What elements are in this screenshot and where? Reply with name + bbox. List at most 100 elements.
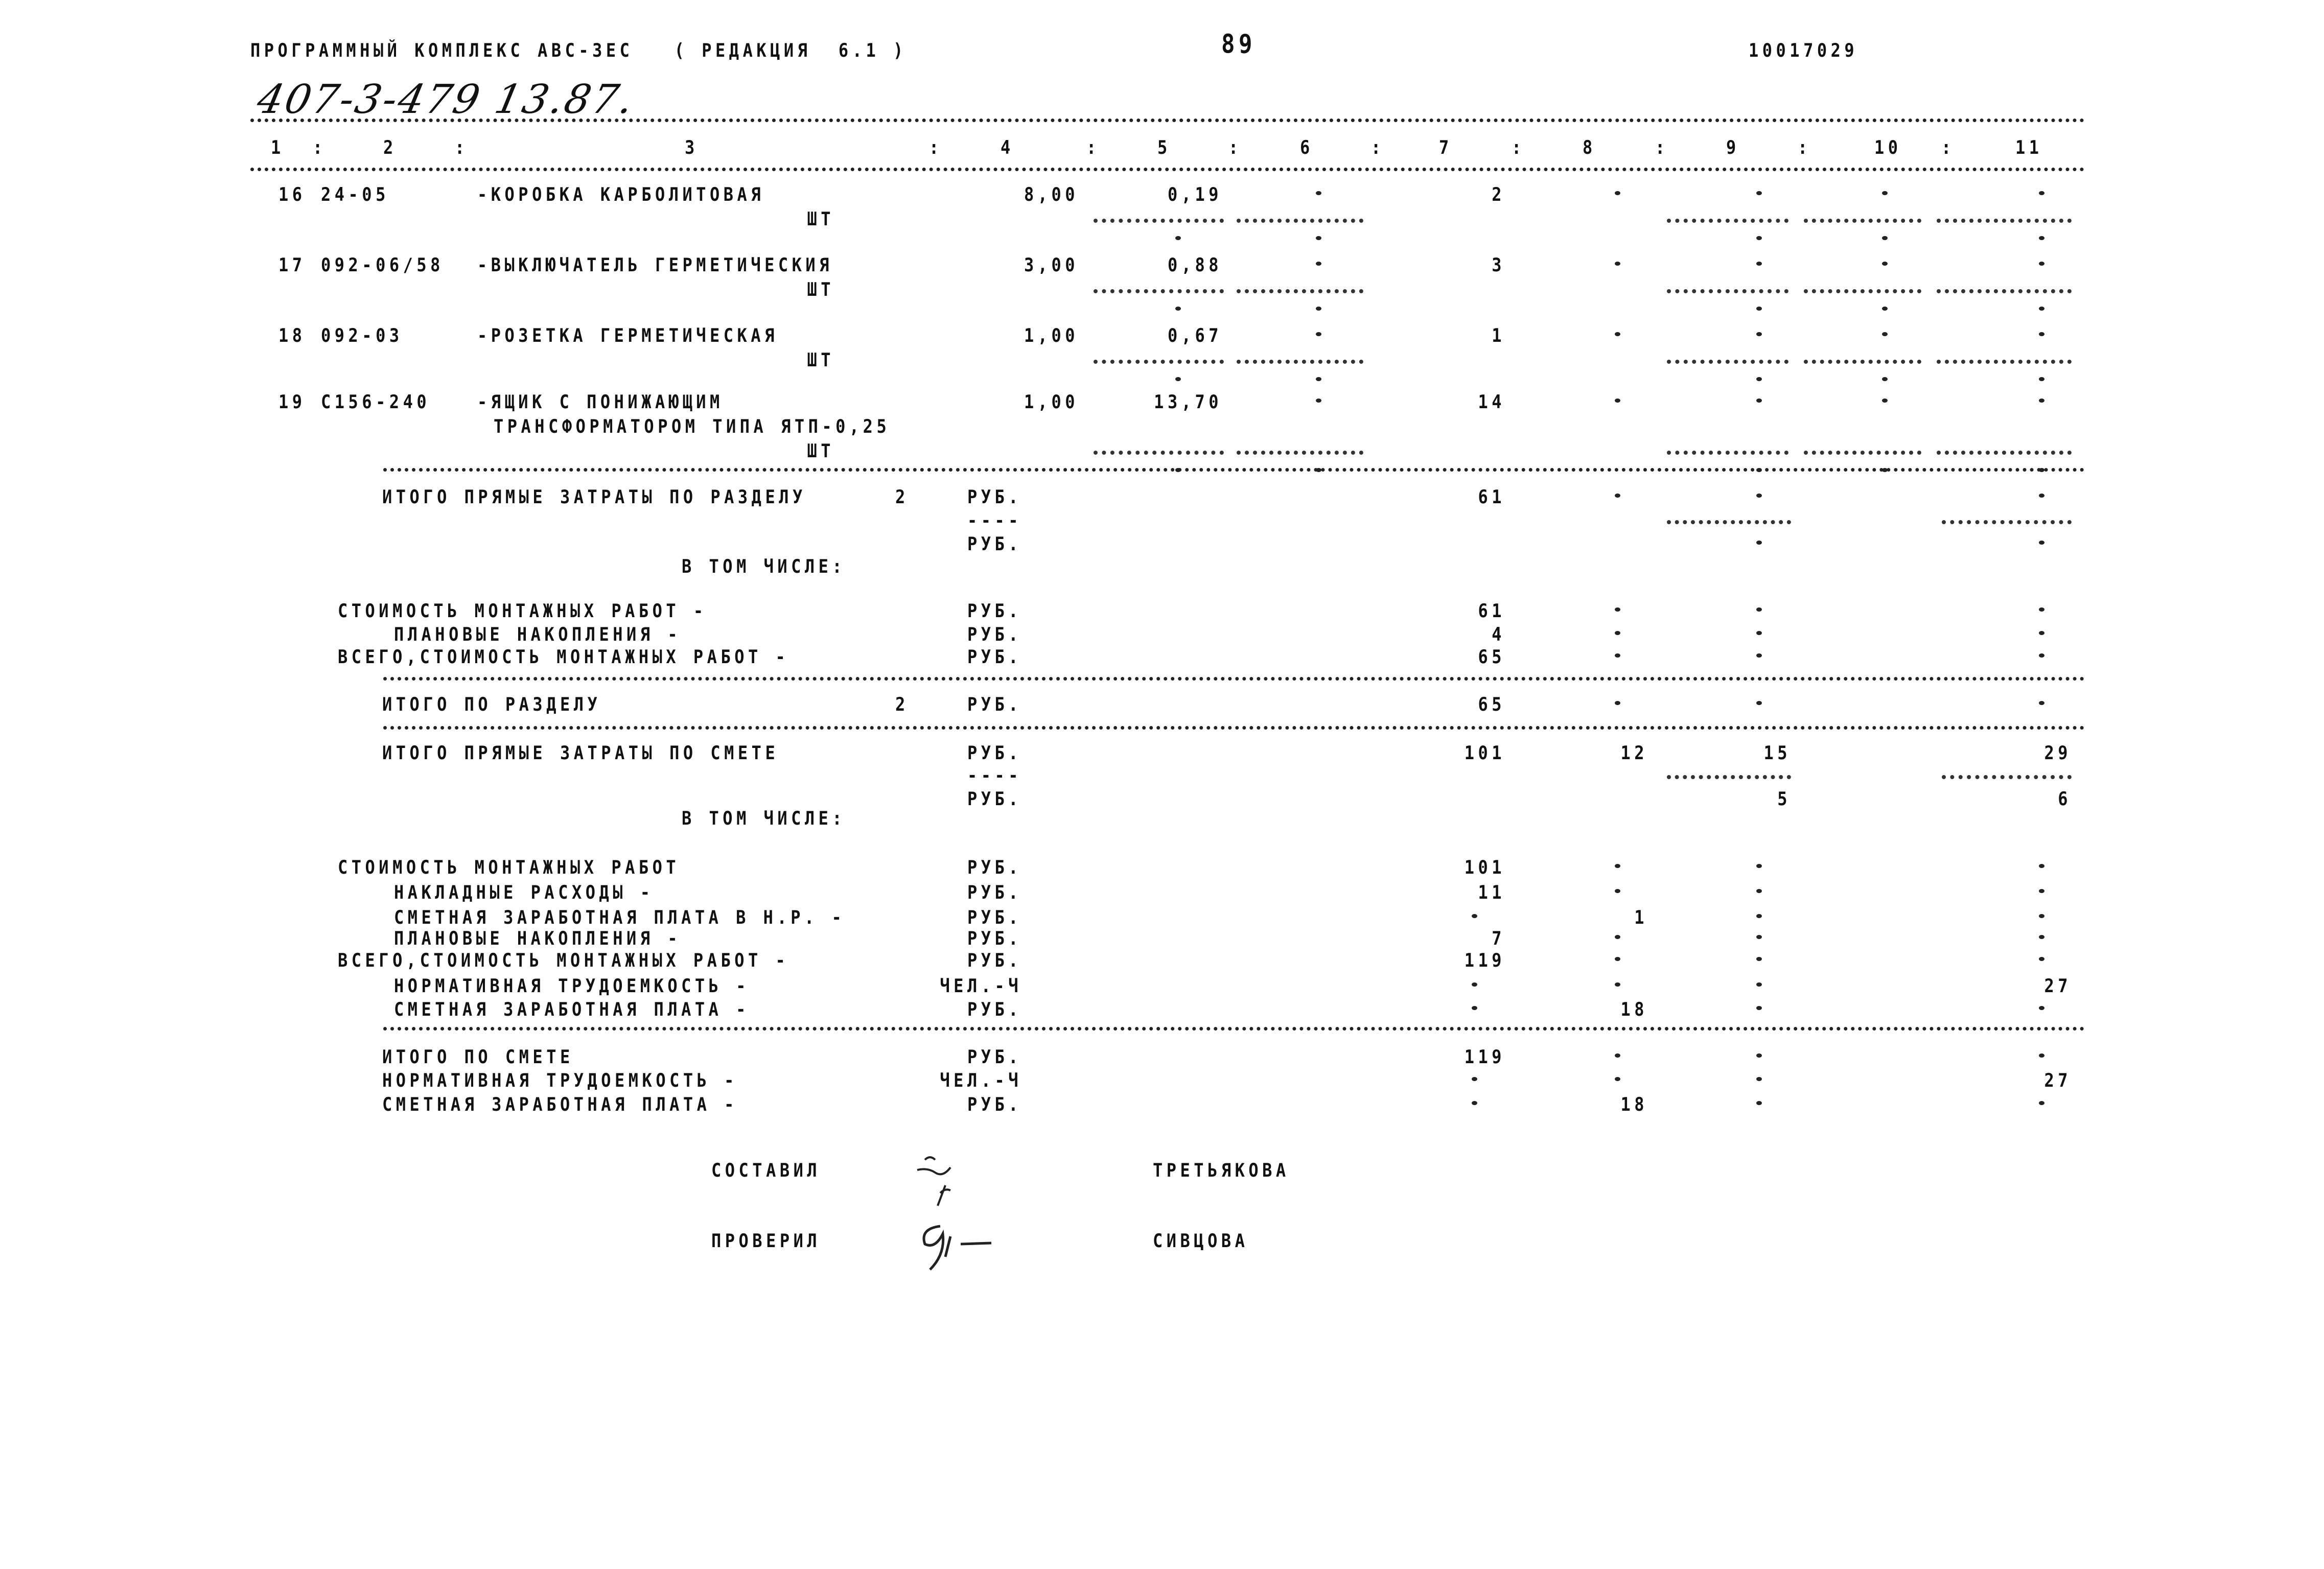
item-code: 092-06/58 <box>321 253 444 276</box>
zero-dash: - <box>1615 1077 1620 1081</box>
zero-dash: - <box>1615 653 1620 658</box>
summary-label: СТОИМОСТЬ МОНТАЖНЫХ РАБОТ <box>338 856 680 879</box>
zero-dash: - <box>1615 607 1620 612</box>
item-unit: ШТ <box>807 348 834 371</box>
summary-label: ВСЕГО,СТОИМОСТЬ МОНТАЖНЫХ РАБОТ - <box>338 949 789 972</box>
item-dotted-fill <box>1804 219 1921 223</box>
summary-unit: ---- <box>967 764 1022 787</box>
item-dotted-fill <box>1094 360 1224 364</box>
summary-unit: РУБ. <box>967 1045 1022 1068</box>
summary-col7: 119 <box>1464 949 1505 972</box>
summary-unit: РУБ. <box>967 881 1022 904</box>
item-total: 14 <box>1478 390 1505 413</box>
summary-unit: РУБ. <box>967 532 1022 555</box>
zero-dash: - <box>1615 889 1620 893</box>
zero-dash: - <box>1756 541 1762 545</box>
summary-unit: РУБ. <box>967 927 1022 950</box>
zero-dash: - <box>1472 1077 1477 1081</box>
zero-dash: - <box>1882 332 1888 336</box>
summary-label: ИТОГО ПО СМЕТЕ <box>382 1045 574 1068</box>
summary-col8: 18 <box>1620 998 1648 1021</box>
zero-dash: - <box>2039 935 2044 939</box>
item-dotted-fill <box>1667 360 1788 364</box>
item-dotted-fill <box>1094 219 1224 223</box>
summary-label: ПЛАНОВЫЕ НАКОПЛЕНИЯ - <box>394 927 682 950</box>
summary-unit: РУБ. <box>967 645 1022 668</box>
summary-label: В ТОМ ЧИСЛЕ: <box>682 807 846 830</box>
zero-dash: - <box>1756 1006 1762 1010</box>
zero-dash: - <box>1756 957 1762 961</box>
summary-unit: РУБ. <box>967 623 1022 646</box>
column-separator: : <box>1655 136 1669 159</box>
zero-dash: - <box>2039 889 2044 893</box>
item-quantity: 8,00 <box>1024 183 1079 206</box>
zero-dash: - <box>1756 914 1762 918</box>
zero-dash: - <box>1615 982 1620 987</box>
zero-dash: - <box>1615 494 1620 498</box>
summary-section-number: 2 <box>895 485 909 508</box>
summary-dotted-fill <box>1667 520 1791 524</box>
zero-dash: - <box>1615 262 1620 266</box>
summary-section-number: 2 <box>895 693 909 716</box>
item-dotted-fill <box>1937 360 2072 364</box>
zero-mark <box>1756 236 1762 240</box>
summary-label: НОРМАТИВНАЯ ТРУДОЕМКОСТЬ - <box>382 1069 738 1092</box>
column-separator: : <box>1228 136 1242 159</box>
item-dotted-fill <box>1094 451 1224 455</box>
item-code: 24-05 <box>321 183 389 206</box>
summary-col8: 12 <box>1620 741 1648 764</box>
column-label-9: 9 <box>1726 136 1740 159</box>
item-quantity: 3,00 <box>1024 253 1079 276</box>
zero-dash: - <box>1756 1053 1762 1058</box>
summary-label: СМЕТНАЯ ЗАРАБОТНАЯ ПЛАТА - <box>382 1093 738 1116</box>
zero-mark <box>1175 377 1181 381</box>
column-separator: : <box>455 136 469 159</box>
zero-dash: - <box>2039 541 2044 545</box>
summary-dotted-fill <box>1667 775 1791 779</box>
summary-col7: 7 <box>1492 927 1505 950</box>
checked-name: СИВЦОВА <box>1153 1229 1249 1252</box>
item-number: 17 <box>278 253 306 276</box>
item-dotted-fill <box>1667 289 1788 293</box>
zero-dash: - <box>1756 191 1762 195</box>
column-label-5: 5 <box>1157 136 1171 159</box>
zero-dash: - <box>1756 262 1762 266</box>
zero-dash: - <box>1756 1077 1762 1081</box>
item-name: -ВЫКЛЮЧАТЕЛЬ ГЕРМЕТИЧЕСКИЯ <box>477 253 833 276</box>
zero-dash: - <box>2039 957 2044 961</box>
zero-dash: - <box>1615 191 1620 195</box>
item-unit: ШТ <box>807 207 834 230</box>
summary-col11: 27 <box>2044 974 2072 997</box>
item-name: -КОРОБКА КАРБОЛИТОВАЯ <box>477 183 765 206</box>
item-dotted-fill <box>1804 360 1921 364</box>
summary-col7: 101 <box>1464 856 1505 879</box>
zero-dash: - <box>1882 399 1888 403</box>
item-total: 1 <box>1492 324 1505 347</box>
item-number: 16 <box>278 183 306 206</box>
summary-label: ИТОГО ПРЯМЫЕ ЗАТРАТЫ ПО СМЕТЕ <box>382 741 779 764</box>
item-dotted-fill <box>1937 451 2072 455</box>
zero-dash: - <box>1615 701 1620 705</box>
compiled-label: СОСТАВИЛ <box>711 1159 821 1182</box>
summary-col8: 18 <box>1620 1093 1648 1116</box>
column-separator: : <box>313 136 327 159</box>
summary-label: СМЕТНАЯ ЗАРАБОТНАЯ ПЛАТА - <box>394 998 750 1021</box>
zero-dash: - <box>1615 1053 1620 1058</box>
item-name: -РОЗЕТКА ГЕРМЕТИЧЕСКАЯ <box>477 324 778 347</box>
summary-label: НАКЛАДНЫЕ РАСХОДЫ - <box>394 881 654 904</box>
zero-dash: - <box>1756 889 1762 893</box>
item-price: 0,88 <box>1167 253 1222 276</box>
program-header: ПРОГРАММНЫЙ КОМПЛЕКС АВС-3ЕС ( РЕДАКЦИЯ … <box>250 39 907 62</box>
summary-unit: РУБ. <box>967 1093 1022 1116</box>
item-name: ТРАНСФОРМАТОРОМ ТИПА ЯТП-0,25 <box>494 415 891 438</box>
item-dotted-fill <box>1094 289 1224 293</box>
zero-dash: - <box>1756 494 1762 498</box>
zero-mark <box>1882 236 1888 240</box>
zero-mark <box>1316 377 1321 381</box>
summary-unit: РУБ. <box>967 906 1022 929</box>
item-dotted-fill <box>1937 219 2072 223</box>
column-label-11: 11 <box>2015 136 2043 159</box>
item-price: 0,67 <box>1167 324 1222 347</box>
signature-compiled <box>917 1156 951 1206</box>
zero-dash: - <box>1756 399 1762 403</box>
